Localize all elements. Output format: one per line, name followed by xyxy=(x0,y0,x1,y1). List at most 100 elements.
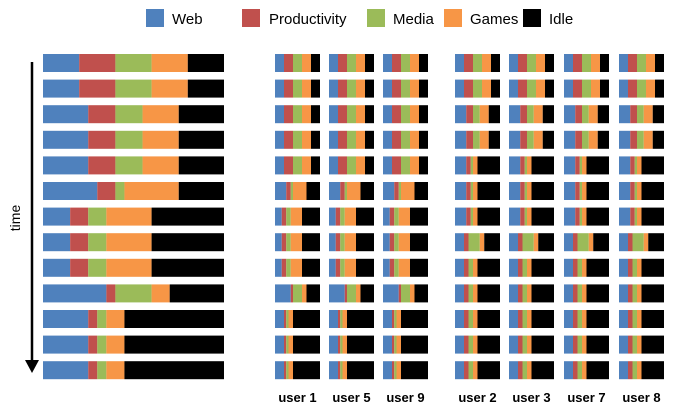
user-bar-segment-games xyxy=(646,79,655,98)
user-bar-segment-idle xyxy=(586,156,609,175)
user-bar xyxy=(509,79,554,98)
user-bar-segment-productivity xyxy=(284,361,287,380)
user-bar-segment-media xyxy=(634,156,637,175)
aggregate-bar-segment-web xyxy=(43,207,71,226)
legend-swatch-productivity xyxy=(242,9,260,27)
aggregate-bar-segment-games xyxy=(151,54,188,72)
user-bar-segment-web xyxy=(275,105,284,124)
user-bar-segment-web xyxy=(564,105,576,124)
aggregate-bar xyxy=(43,54,224,72)
user-bar-segment-productivity xyxy=(286,182,291,200)
user-bar-segment-idle xyxy=(311,130,320,149)
aggregate-bar-segment-games xyxy=(142,105,179,124)
time-axis-label: time xyxy=(7,205,23,232)
user-bar-segment-web xyxy=(619,284,628,303)
user-column-user-3: user 3 xyxy=(509,54,554,405)
aggregate-bar-segment-web xyxy=(43,335,89,354)
user-bar-segment-games xyxy=(473,258,478,277)
user-bar xyxy=(564,79,609,98)
user-bar-segment-idle xyxy=(302,233,320,252)
user-bar-segment-games xyxy=(344,258,356,277)
user-bar-segment-games xyxy=(588,130,598,149)
user-bar-segment-idle xyxy=(419,79,428,98)
user-bar-segment-productivity xyxy=(464,54,473,72)
user-bar-segment-idle xyxy=(477,207,500,226)
user-bar xyxy=(275,130,320,149)
user-bar xyxy=(329,182,374,200)
aggregate-bar xyxy=(43,233,224,252)
user-bar-segment-productivity xyxy=(573,310,578,328)
user-bar-segment-web xyxy=(275,182,287,200)
aggregate-bar xyxy=(43,207,224,226)
user-bar-segment-productivity xyxy=(281,233,287,252)
user-bar-segment-media xyxy=(347,156,356,175)
user-bar-segment-idle xyxy=(641,182,664,200)
aggregate-bar-segment-productivity xyxy=(79,79,116,98)
aggregate-bar xyxy=(43,310,224,328)
user-bar-segment-productivity xyxy=(389,207,395,226)
user-bar-segment-web xyxy=(455,284,464,303)
user-bar-segment-media xyxy=(637,105,644,124)
user-bar-segment-idle xyxy=(641,156,664,175)
user-bar xyxy=(329,335,374,354)
user-bar-segment-productivity xyxy=(281,258,287,277)
user-bar-segment-productivity xyxy=(392,335,395,354)
aggregate-bar-segment-productivity xyxy=(88,105,116,124)
user-bar-segment-media xyxy=(582,105,589,124)
user-bar-segment-media xyxy=(579,156,582,175)
aggregate-bar-segment-media xyxy=(115,79,152,98)
aggregate-bar-segment-games xyxy=(151,284,170,303)
user-bar-segment-media xyxy=(470,156,473,175)
user-bar xyxy=(564,156,609,175)
user-bar xyxy=(383,156,428,175)
aggregate-bar-segment-web xyxy=(43,258,71,277)
aggregate-bar-segment-productivity xyxy=(70,258,89,277)
aggregate-bar-segment-media xyxy=(88,258,107,277)
user-bar-segment-idle xyxy=(586,207,609,226)
aggregate-bar-segment-productivity xyxy=(88,361,98,380)
legend-label-idle: Idle xyxy=(549,11,573,28)
user-bar-segment-games xyxy=(473,335,478,354)
user-bar-segment-productivity xyxy=(392,105,401,124)
user-bar-segment-games xyxy=(536,54,545,72)
user-bar-segment-productivity xyxy=(518,54,527,72)
user-label: user 8 xyxy=(622,390,660,405)
user-bar-segment-games xyxy=(527,335,532,354)
legend-label-productivity: Productivity xyxy=(269,11,347,28)
user-bar-segment-web xyxy=(329,233,336,252)
user-bar-segment-games xyxy=(473,156,478,175)
aggregate-bar-segment-media xyxy=(97,335,107,354)
user-bar-segment-web xyxy=(383,233,390,252)
user-bar-segment-media xyxy=(340,233,345,252)
aggregate-bar-segment-productivity xyxy=(70,207,89,226)
user-bar-segment-productivity xyxy=(335,258,341,277)
user-bar-segment-games xyxy=(582,207,587,226)
aggregate-bar-segment-idle xyxy=(178,156,224,175)
user-bar-segment-media xyxy=(293,54,302,72)
user-column-user-7: user 7 xyxy=(564,54,609,405)
user-bar xyxy=(564,130,609,149)
user-bar-segment-web xyxy=(275,130,284,149)
user-bar-segment-media xyxy=(577,233,589,252)
user-bar-segment-productivity xyxy=(628,258,633,277)
user-bar-segment-web xyxy=(509,258,518,277)
user-bar-segment-idle xyxy=(293,310,320,328)
user-bar-segment-media xyxy=(632,310,637,328)
user-bar-segment-web xyxy=(564,182,576,200)
user-bar-segment-idle xyxy=(360,182,374,200)
user-bar xyxy=(383,284,428,303)
user-bar xyxy=(275,258,320,277)
user-bar-segment-productivity xyxy=(284,130,293,149)
user-bar-segment-productivity xyxy=(575,130,582,149)
user-bar-segment-web xyxy=(564,310,573,328)
user-bar-segment-idle xyxy=(531,284,554,303)
user-bar-segment-productivity xyxy=(520,156,525,175)
user-bar xyxy=(455,310,500,328)
user-bar-segment-games xyxy=(582,284,587,303)
user-bar-segment-idle xyxy=(542,130,554,149)
user-bar-segment-idle xyxy=(306,182,320,200)
user-bar xyxy=(455,233,500,252)
user-bar-segment-media xyxy=(632,335,637,354)
user-bar xyxy=(509,233,554,252)
